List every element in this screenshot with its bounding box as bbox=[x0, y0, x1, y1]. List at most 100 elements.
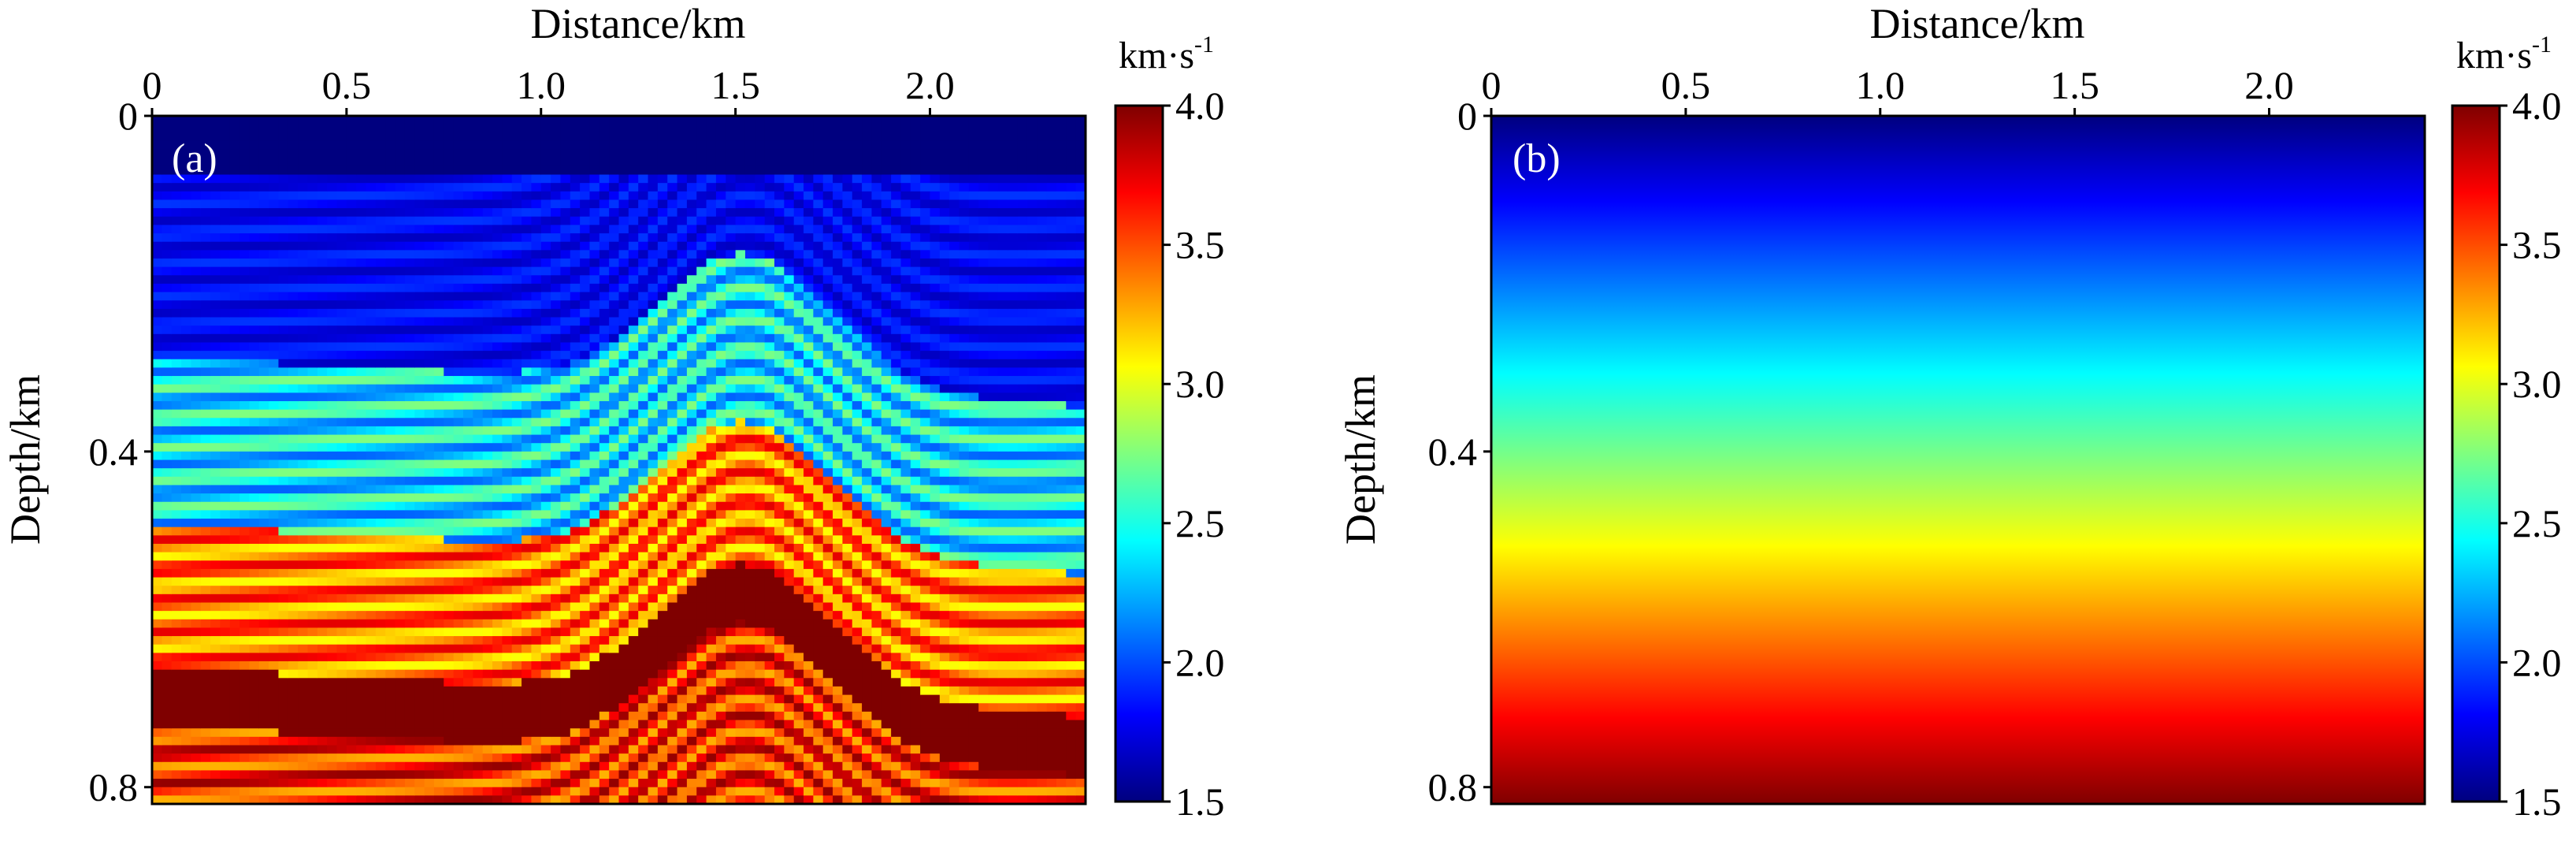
panel-a-cell bbox=[278, 736, 289, 746]
panel-a-cell bbox=[210, 393, 221, 402]
panel-a-cell bbox=[366, 678, 377, 687]
panel-a-cell bbox=[618, 351, 629, 360]
panel-a-cell bbox=[346, 593, 357, 604]
panel-a-cell bbox=[220, 384, 231, 393]
panel-a-cell bbox=[220, 720, 231, 729]
panel-a-cell bbox=[327, 745, 338, 754]
panel-a-cell bbox=[258, 384, 269, 393]
panel-a-cell bbox=[433, 149, 444, 158]
panel-a-cell bbox=[686, 216, 697, 226]
panel-a-cell bbox=[609, 116, 620, 125]
panel-a-cell bbox=[161, 191, 173, 201]
panel-a-cell bbox=[715, 258, 726, 268]
panel-a-cell bbox=[220, 174, 231, 184]
panel-a-cell bbox=[522, 183, 532, 192]
panel-a-cell bbox=[298, 795, 309, 805]
panel-a-cell bbox=[531, 543, 542, 553]
panel-a-cell bbox=[395, 418, 406, 427]
panel-a-cell bbox=[522, 728, 532, 738]
panel-a-cell bbox=[258, 275, 269, 285]
panel-a-cell bbox=[453, 543, 464, 553]
panel-a-cell bbox=[356, 292, 367, 301]
panel-a-cell bbox=[269, 342, 280, 352]
panel-a-cell bbox=[404, 694, 415, 704]
panel-a-cell bbox=[618, 216, 629, 226]
panel-a-cell bbox=[346, 208, 357, 218]
panel-a-cell bbox=[366, 434, 377, 444]
panel-a-cell bbox=[511, 174, 522, 184]
panel-a-cell bbox=[414, 661, 425, 671]
panel-a-cell bbox=[628, 736, 639, 746]
panel-a-cell bbox=[511, 292, 522, 301]
panel-a-cell bbox=[715, 779, 726, 788]
panel-a-cell bbox=[482, 745, 493, 754]
panel-a-cell bbox=[171, 149, 182, 158]
panel-a-cell bbox=[589, 333, 600, 344]
panel-a-cell bbox=[522, 736, 532, 746]
panel-a-cell bbox=[298, 501, 309, 511]
panel-a-cell bbox=[715, 308, 726, 318]
panel-a-cell bbox=[307, 669, 318, 679]
panel-a-cell bbox=[511, 333, 522, 344]
panel-a-cell bbox=[511, 669, 522, 679]
panel-a-cell bbox=[609, 795, 620, 805]
panel-a-cell bbox=[667, 636, 678, 646]
panel-a-cell bbox=[531, 183, 542, 192]
panel-a-cell bbox=[336, 586, 347, 595]
panel-a-cell bbox=[152, 241, 162, 251]
panel-a-cell bbox=[648, 459, 659, 469]
panel-a-cell bbox=[152, 292, 162, 301]
panel-a-cell bbox=[522, 124, 532, 133]
panel-a-cell bbox=[375, 493, 386, 503]
panel-a-cell bbox=[161, 250, 173, 259]
panel-a-cell bbox=[229, 292, 240, 301]
panel-a-cell bbox=[696, 493, 707, 503]
panel-a-cell bbox=[715, 543, 726, 553]
panel-a-cell bbox=[229, 326, 240, 335]
panel-a-cell bbox=[317, 493, 328, 503]
panel-a-cell bbox=[317, 761, 328, 772]
panel-a-cell bbox=[220, 426, 231, 436]
panel-a-cell bbox=[152, 208, 162, 218]
panel-a-cell bbox=[404, 560, 415, 570]
panel-a-cell bbox=[657, 258, 668, 268]
panel-a-cell bbox=[580, 367, 591, 377]
panel-a-cell bbox=[463, 367, 473, 377]
panel-a-cell bbox=[288, 745, 299, 754]
panel-a-cell bbox=[511, 250, 522, 259]
panel-a-cell bbox=[424, 493, 435, 503]
panel-a-cell bbox=[570, 308, 581, 318]
panel-a-cell bbox=[648, 250, 659, 259]
panel-a-cell bbox=[395, 526, 406, 536]
panel-a-cell bbox=[433, 116, 444, 125]
panel-a-cell bbox=[609, 560, 620, 570]
panel-a-cell bbox=[492, 627, 503, 637]
panel-a-cell bbox=[200, 333, 211, 344]
panel-a-cell bbox=[492, 216, 503, 226]
panel-a-cell bbox=[220, 485, 231, 494]
panel-a-cell bbox=[502, 426, 513, 436]
panel-a-cell bbox=[551, 149, 562, 158]
panel-a-cell bbox=[618, 426, 629, 436]
panel-a-cell bbox=[735, 132, 746, 142]
panel-a-cell bbox=[609, 493, 620, 503]
panel-a-cell bbox=[599, 275, 610, 285]
panel-a-cell bbox=[152, 745, 162, 754]
panel-a-cell bbox=[657, 770, 668, 779]
panel-a-cell bbox=[414, 669, 425, 679]
panel-a-cell bbox=[540, 443, 551, 452]
panel-a-cell bbox=[482, 140, 493, 151]
panel-a-cell bbox=[249, 611, 260, 620]
panel-a-cell bbox=[152, 459, 162, 469]
panel-a-cell bbox=[414, 158, 425, 167]
panel-a-cell bbox=[366, 535, 377, 545]
panel-a-cell bbox=[463, 669, 473, 679]
panel-a-cell bbox=[433, 653, 444, 662]
panel-a-cell bbox=[249, 191, 260, 201]
panel-a-cell bbox=[191, 619, 202, 629]
panel-a-cell bbox=[278, 526, 289, 536]
panel-a-cell bbox=[609, 351, 620, 360]
panel-a-cell bbox=[414, 124, 425, 133]
panel-a-cell bbox=[522, 568, 532, 579]
panel-a-cell bbox=[580, 459, 591, 469]
